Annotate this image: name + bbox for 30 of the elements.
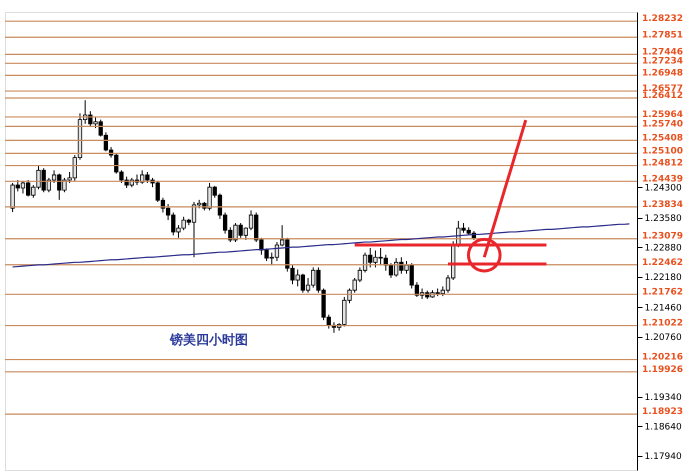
y-tick-label: 1.22180 — [644, 273, 682, 284]
y-tick-label: 1.21460 — [644, 304, 682, 314]
ref-line-label: 1.27851 — [642, 30, 683, 40]
ref-line-label: 1.25100 — [642, 146, 683, 156]
y-tick-label: 1.23580 — [644, 214, 682, 224]
ref-line-label: 1.27446 — [642, 47, 683, 58]
ref-line-label: 1.25740 — [642, 119, 683, 130]
ref-line-label: 1.27234 — [642, 56, 683, 66]
y-tick-label: 1.24300 — [644, 184, 682, 194]
ref-line-label: 1.21762 — [642, 287, 683, 298]
y-tick-label: 1.20760 — [644, 333, 682, 344]
ref-line-label: 1.25408 — [642, 133, 683, 144]
ref-line-label: 1.25964 — [642, 110, 683, 120]
ref-line-label: 1.22462 — [642, 258, 683, 268]
line-series — [12, 223, 630, 268]
y-tick-label: 1.18640 — [644, 422, 682, 433]
ref-line-label: 1.21022 — [642, 318, 683, 329]
ref-line-label: 1.20216 — [642, 352, 683, 363]
ref-line-label: 1.24439 — [642, 174, 683, 184]
ref-line-label: 1.28232 — [642, 14, 683, 24]
y-tick-label: 1.22880 — [644, 244, 682, 254]
ref-line-label: 1.23834 — [642, 200, 683, 210]
ref-line-label: 1.18923 — [642, 407, 683, 418]
ref-line-label: 1.19926 — [642, 364, 683, 375]
ref-line-label: 1.26948 — [642, 68, 683, 78]
ref-line-label: 1.23079 — [642, 232, 683, 242]
y-tick-label: 1.17940 — [644, 452, 682, 462]
y-tick-label: 1.19340 — [644, 393, 682, 404]
ref-line-label: 1.24812 — [642, 158, 683, 169]
annotation: 镑美四小时图 — [169, 332, 248, 348]
